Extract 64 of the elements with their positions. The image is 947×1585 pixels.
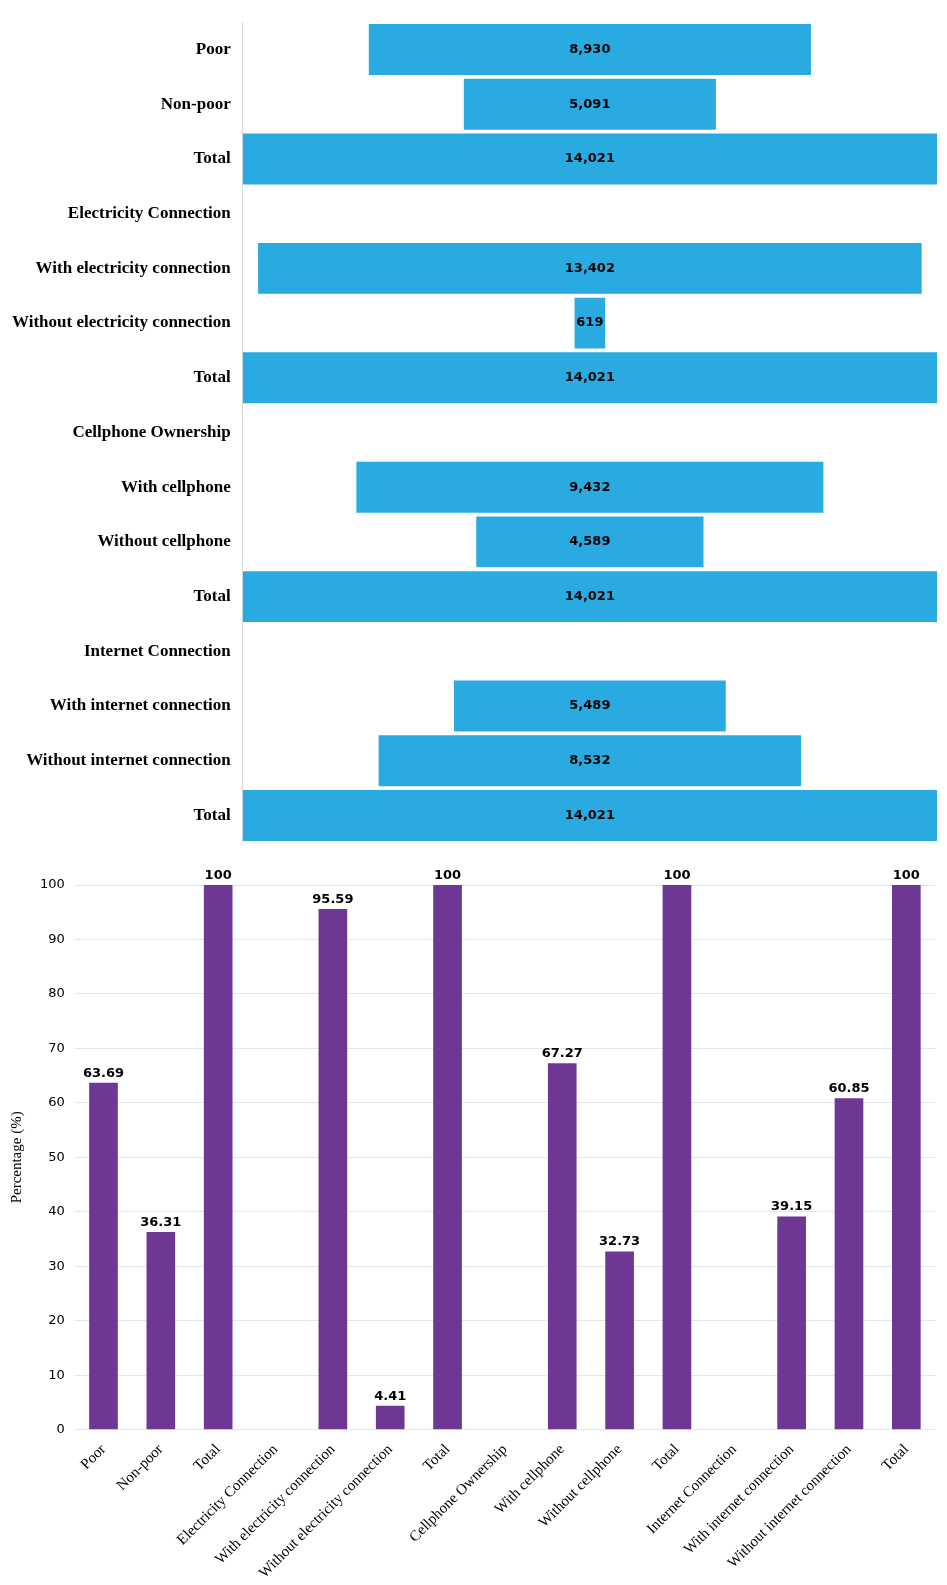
data-label: 4.41 xyxy=(374,1387,407,1403)
y-tick-label: 100 xyxy=(39,876,65,892)
data-label: 95.59 xyxy=(312,890,354,906)
data-label: 14,021 xyxy=(564,587,615,603)
bar xyxy=(318,909,348,1430)
data-label: 8,930 xyxy=(569,40,611,56)
category-label: Cellphone Ownership xyxy=(72,421,231,441)
y-tick-label: 30 xyxy=(48,1257,65,1273)
data-label: 5,091 xyxy=(569,95,611,111)
category-label: With cellphone xyxy=(121,476,232,496)
bar xyxy=(203,885,233,1430)
category-label: Without cellphone xyxy=(97,531,232,551)
data-label: 32.73 xyxy=(599,1233,641,1249)
category-label: Total xyxy=(193,586,232,606)
data-label: 63.69 xyxy=(82,1064,125,1080)
data-label: 100 xyxy=(663,866,691,882)
bar xyxy=(547,1063,577,1430)
data-label: 13,402 xyxy=(564,259,615,275)
data-label: 36.31 xyxy=(140,1213,182,1229)
bar xyxy=(605,1251,634,1430)
y-tick-label: 0 xyxy=(56,1421,65,1437)
y-tick-label: 10 xyxy=(48,1366,65,1382)
bar xyxy=(375,1405,405,1430)
category-label: Total xyxy=(193,804,232,824)
category-label: Non-poor xyxy=(160,93,232,113)
bar xyxy=(662,885,692,1430)
category-label: Poor xyxy=(195,38,232,58)
data-label: 4,589 xyxy=(569,533,611,549)
category-label: Electricity Connection xyxy=(67,203,232,223)
data-label: 100 xyxy=(892,866,920,882)
y-tick-label: 80 xyxy=(48,985,65,1001)
category-label: With electricity connection xyxy=(35,257,232,277)
data-label: 100 xyxy=(204,866,232,882)
category-label: Total xyxy=(193,367,232,387)
data-label: 39.15 xyxy=(771,1198,813,1214)
data-label: 14,021 xyxy=(564,150,615,166)
y-tick-label: 40 xyxy=(48,1203,65,1219)
bar xyxy=(834,1098,864,1430)
bar xyxy=(433,885,462,1430)
y-tick-label: 50 xyxy=(48,1148,65,1164)
x-tick-label: Poor xyxy=(77,1440,109,1473)
y-tick-label: 20 xyxy=(48,1312,65,1328)
data-label: 14,021 xyxy=(564,369,615,385)
category-label: With internet connection xyxy=(49,695,232,715)
data-label: 619 xyxy=(576,314,604,330)
data-label: 100 xyxy=(433,866,462,882)
data-label: 5,489 xyxy=(569,697,611,713)
category-label: Without internet connection xyxy=(26,750,232,770)
y-tick-label: 90 xyxy=(48,930,65,946)
data-label: 14,021 xyxy=(564,806,615,822)
y-tick-label: 70 xyxy=(48,1039,65,1055)
category-label: Total xyxy=(193,148,232,168)
y-axis-title: Percentage (%) xyxy=(7,1111,25,1204)
category-label: Without electricity connection xyxy=(11,312,232,332)
data-label: 60.85 xyxy=(828,1080,870,1096)
bar xyxy=(891,885,921,1430)
bar xyxy=(89,1082,118,1430)
data-label: 9,432 xyxy=(569,478,611,494)
category-label: Internet Connection xyxy=(83,640,232,660)
data-label: 8,532 xyxy=(569,752,611,768)
data-label: 67.27 xyxy=(541,1045,583,1061)
bar xyxy=(777,1216,806,1430)
y-tick-label: 60 xyxy=(48,1094,65,1110)
bar xyxy=(146,1231,176,1430)
